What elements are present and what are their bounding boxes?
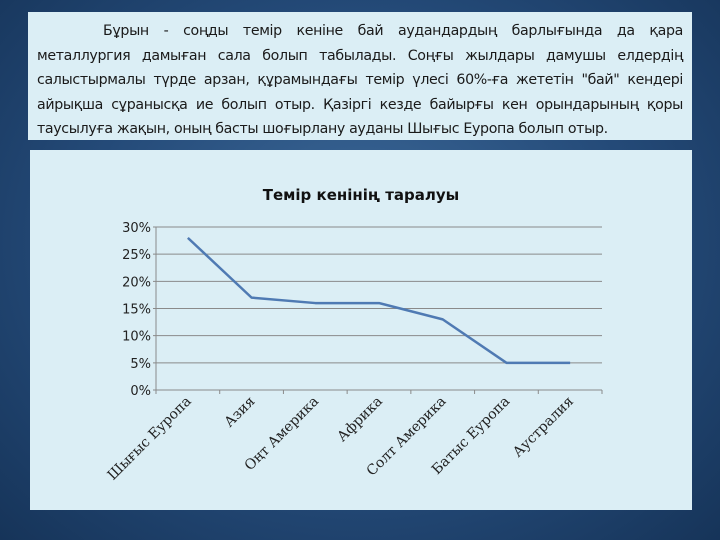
y-tick-label: 10% (122, 330, 151, 345)
chart-svg: Темір кенінің таралуы 0% 5% 10% 15% 20% 25% 30… (105, 186, 603, 484)
y-tick-label: 5% (130, 357, 151, 372)
y-tick-label: 15% (122, 303, 151, 318)
y-tick-label: 30% (122, 221, 151, 236)
y-tick-label: 25% (122, 248, 151, 263)
x-tick-label: Африка (334, 394, 386, 446)
chart: Темір кенінің таралуы 0% 5% 10% 15% 20% 25% 30… (30, 150, 692, 510)
y-tick-label: 0% (130, 384, 151, 399)
data-line (187, 236, 571, 365)
text-box: Бұрын - соңды темір кеніне бай аудандард… (28, 12, 692, 140)
y-tick-label: 20% (122, 275, 151, 290)
x-tick-label: Шығыс Еуропа (105, 394, 195, 484)
chart-title: Темір кенінің таралуы (263, 186, 459, 204)
x-tick-label: Аустралия (510, 393, 577, 460)
x-tick-label: Азия (221, 393, 258, 430)
paragraph: Бұрын - соңды темір кеніне бай аудандард… (37, 23, 683, 138)
